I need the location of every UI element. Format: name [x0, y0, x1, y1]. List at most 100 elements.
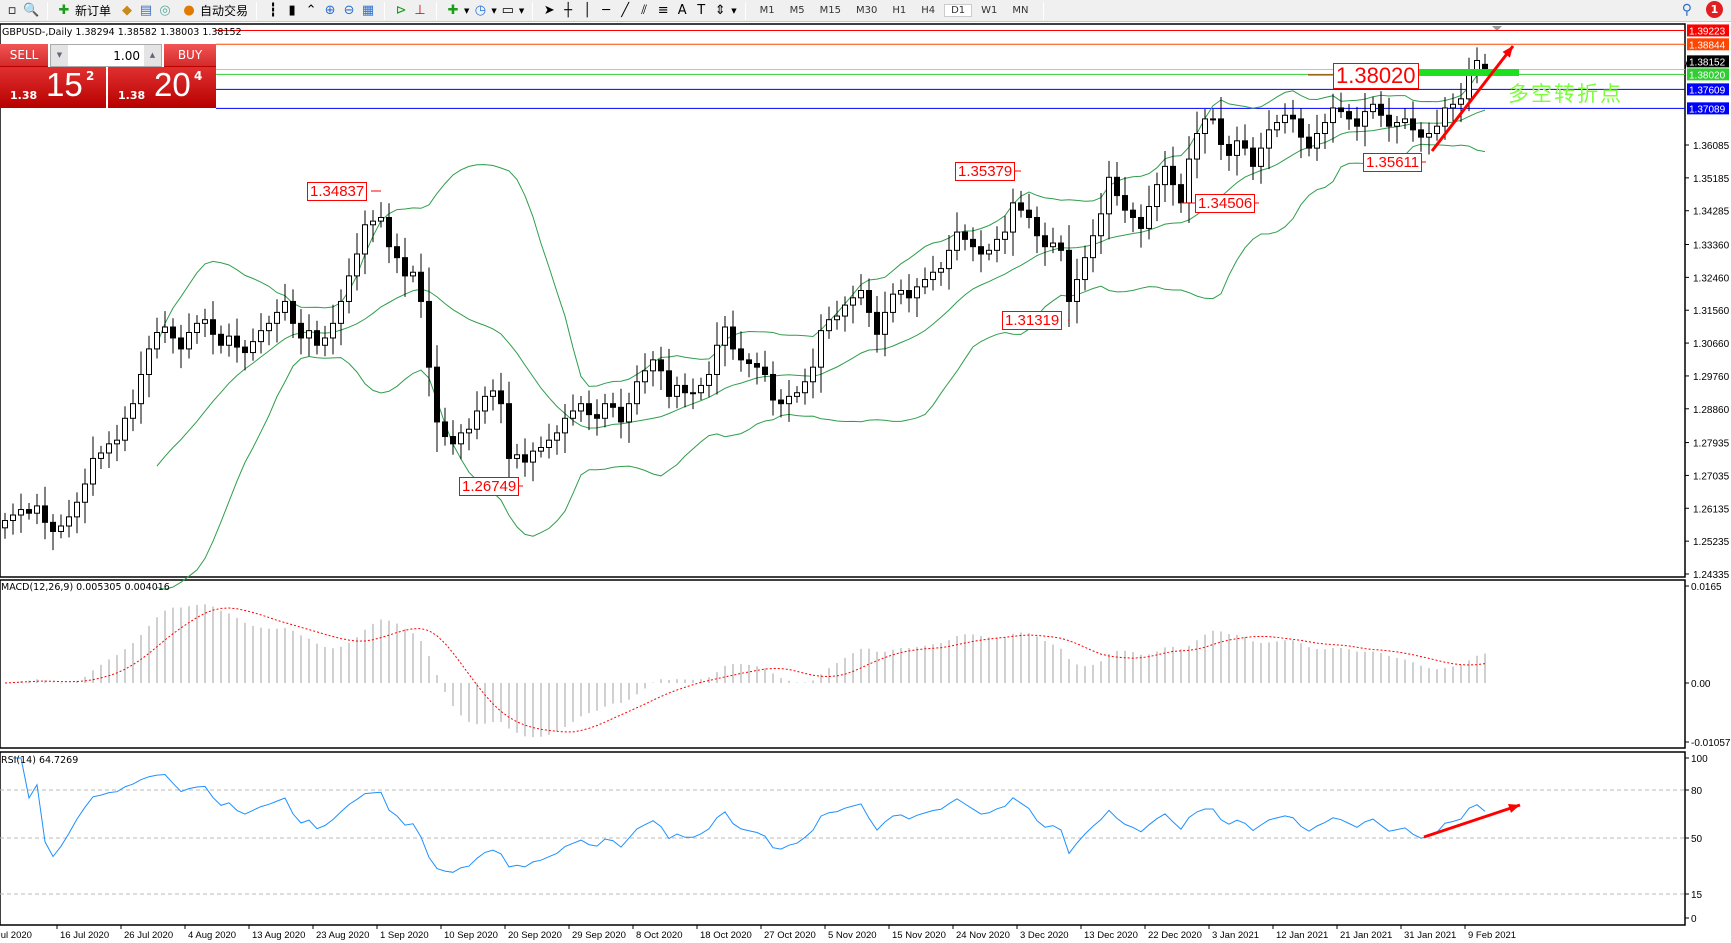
horizontal-line-icon[interactable]: ─ — [602, 2, 611, 18]
cursor-icon[interactable]: ➤ — [543, 2, 555, 18]
candle-body — [442, 421, 448, 438]
candle — [610, 392, 616, 418]
navigator-icon[interactable]: ▤ — [139, 2, 153, 18]
dropdown-icon[interactable]: ▼ — [464, 6, 470, 15]
candle-body — [1250, 147, 1256, 167]
candle-body — [1050, 242, 1056, 248]
dropdown-icon[interactable]: ▼ — [491, 6, 497, 15]
candle — [266, 315, 272, 346]
line-chart-icon[interactable]: ⌃ — [305, 2, 317, 18]
timeframe-mn[interactable]: MN — [1012, 5, 1029, 16]
timeframe-w1[interactable]: W1 — [981, 5, 998, 16]
candle — [1018, 190, 1024, 218]
candle — [410, 265, 416, 283]
candle — [1066, 225, 1072, 328]
dropdown-icon[interactable]: ▼ — [731, 6, 737, 15]
rsi-tick-label: 100 — [1691, 754, 1708, 765]
vertical-line-icon[interactable]: │ — [583, 2, 592, 18]
candle-body — [130, 403, 136, 419]
price-line-tag — [1687, 38, 1729, 51]
notification-badge[interactable]: 1 — [1706, 1, 1723, 18]
window-icon[interactable]: ▫ — [7, 2, 17, 18]
price-callout[interactable]: 1.35379 — [955, 162, 1016, 181]
candle-body — [834, 315, 840, 321]
candle — [506, 381, 512, 478]
timeframe-m1[interactable]: M1 — [759, 5, 775, 16]
candle-body — [730, 326, 736, 350]
candle — [562, 404, 568, 453]
candle-body — [106, 443, 112, 454]
price-callout[interactable]: 1.31319 — [1002, 311, 1063, 330]
price-line-tag — [1687, 68, 1729, 81]
candle — [1434, 109, 1440, 141]
auto-trading-button[interactable]: ● 自动交易 — [177, 1, 252, 21]
equidistant-channel-icon[interactable]: ⫽ — [641, 2, 648, 18]
sell-price-big: 15 — [46, 66, 83, 103]
sell-button[interactable]: SELL — [0, 44, 48, 67]
zoom-in-icon[interactable]: ⊕ — [324, 2, 336, 18]
lot-size-stepper[interactable]: ▼ 1.00 ▲ — [50, 44, 162, 67]
buy-button[interactable]: BUY — [164, 44, 216, 67]
candle-body — [1034, 216, 1040, 237]
candle — [634, 365, 640, 415]
candle — [1258, 132, 1264, 184]
price-callout[interactable]: 1.34837 — [307, 182, 368, 201]
timeframe-h4[interactable]: H4 — [921, 5, 936, 16]
annotation-text[interactable]: 多空转折点 — [1508, 82, 1623, 106]
candle-body — [1378, 103, 1384, 116]
templates-icon[interactable]: ▭ — [501, 2, 514, 18]
price-line-tag-label: 1.38020 — [1689, 70, 1726, 81]
lot-size-input[interactable]: 1.00 — [113, 48, 140, 63]
timeframe-m5[interactable]: M5 — [789, 5, 805, 16]
timeframe-d1[interactable]: D1 — [944, 4, 973, 17]
sell-price-button[interactable]: 1.38 15 2 — [0, 66, 106, 108]
zoom-out-icon[interactable]: ⊖ — [343, 2, 355, 18]
periods-clock-icon[interactable]: ◷ — [474, 2, 487, 18]
candle — [538, 436, 544, 458]
dropdown-icon[interactable]: ▼ — [518, 6, 525, 15]
lot-decrease-icon[interactable]: ▼ — [51, 45, 68, 66]
candle — [1274, 114, 1280, 138]
timeframe-h1[interactable]: H1 — [892, 5, 907, 16]
text-label-icon[interactable]: T — [697, 2, 706, 18]
candle — [1298, 107, 1304, 159]
tile-windows-icon[interactable]: ▦ — [361, 2, 375, 18]
market-watch-icon[interactable]: ◆ — [122, 2, 133, 18]
candle-body — [970, 238, 976, 248]
date-tick-label: 13 Dec 2020 — [1084, 930, 1138, 941]
search-icon[interactable]: ⚲ — [1681, 1, 1692, 18]
candle-body — [1426, 133, 1432, 138]
price-callout[interactable]: 1.38020 — [1333, 63, 1419, 89]
price-callout[interactable]: 1.35611 — [1363, 153, 1423, 172]
bar-chart-icon[interactable]: ┇ — [269, 2, 277, 18]
timeframe-m15[interactable]: M15 — [819, 5, 841, 16]
candle — [226, 323, 232, 357]
new-order-button[interactable]: ✚ 新订单 — [52, 1, 115, 21]
candle-body — [762, 366, 768, 375]
autoscroll-icon[interactable]: ⊳ — [395, 2, 407, 18]
candle — [250, 328, 256, 361]
arrows-icon[interactable]: ⇕ — [714, 2, 726, 18]
price-callout[interactable]: 1.34506 — [1195, 194, 1256, 213]
timeframe-m30[interactable]: M30 — [855, 5, 878, 16]
candle — [1330, 93, 1336, 143]
crosshair-icon[interactable]: ┼ — [564, 2, 573, 18]
price-callout[interactable]: 1.26749 — [459, 477, 520, 496]
indicators-icon[interactable]: ✚ — [447, 2, 459, 18]
candle-body — [50, 521, 56, 532]
zoom-search-icon[interactable]: 🔍 — [23, 2, 40, 18]
lot-increase-icon[interactable]: ▲ — [144, 45, 161, 66]
candle-body — [274, 311, 280, 324]
candle — [18, 493, 24, 533]
candle-body — [18, 509, 24, 516]
chart-shift-icon[interactable]: ⊥ — [414, 2, 426, 18]
price-tick-label: 1.35185 — [1693, 174, 1730, 185]
trendline-icon[interactable]: ╱ — [621, 2, 630, 18]
buy-price-button[interactable]: 1.38 20 4 — [108, 66, 216, 108]
candle — [1370, 96, 1376, 119]
candlestick-icon[interactable]: ▮ — [288, 2, 296, 18]
signals-icon[interactable]: ◎ — [159, 2, 171, 18]
fibonacci-icon[interactable]: ≡ — [657, 2, 669, 18]
text-icon[interactable]: A — [677, 2, 687, 18]
